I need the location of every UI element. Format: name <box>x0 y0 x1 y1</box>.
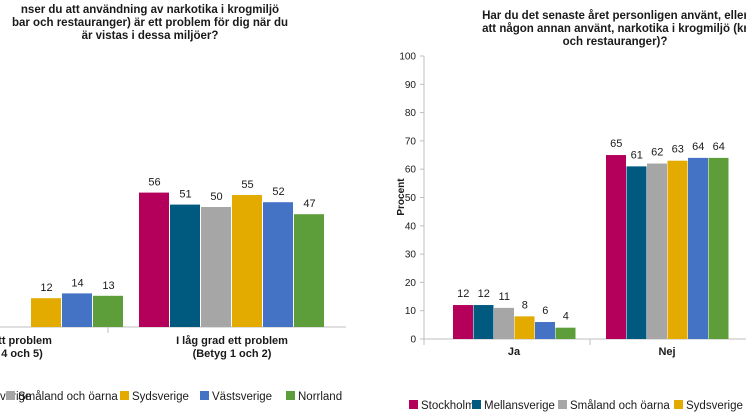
right-title-line: Har du det senaste året personligen anvä… <box>482 10 746 22</box>
bar-västsverige <box>62 293 92 327</box>
legend-swatch <box>6 391 15 400</box>
data-label: 11 <box>499 291 510 303</box>
bar-stockholm <box>606 155 626 339</box>
legend-label: Sydsverige <box>686 400 743 412</box>
data-label: 4 <box>563 311 569 323</box>
bar-norrland <box>555 327 576 339</box>
y-tick-label: 40 <box>405 221 417 232</box>
y-tick-label: 0 <box>410 335 416 346</box>
right-chart-title: Har du det senaste året personligen anvä… <box>420 10 746 49</box>
data-label: 65 <box>610 138 622 150</box>
data-label: 64 <box>692 141 704 153</box>
bar-västsverige <box>535 322 555 339</box>
bar-stockholm <box>453 305 473 339</box>
y-tick-label: 90 <box>405 80 417 91</box>
data-label: 12 <box>457 288 469 300</box>
legend-label: Mellansverige <box>484 400 555 412</box>
left-title-line: bar och restauranger) är ett problem för… <box>11 17 289 29</box>
y-tick-label: 100 <box>399 52 416 63</box>
data-label: 51 <box>179 189 191 201</box>
data-label: 12 <box>40 282 52 294</box>
bar-norrland <box>294 214 324 327</box>
bar-sydsverige <box>514 316 535 339</box>
data-label: 47 <box>303 198 315 210</box>
y-axis-title: Procent <box>396 178 407 216</box>
bar-mellansverige <box>170 204 200 327</box>
bar-småland-och-öarna <box>647 163 667 339</box>
bar-småland-och-öarna <box>494 307 514 339</box>
data-label: 64 <box>713 141 725 153</box>
category-label: (Betyg 1 och 2) <box>193 348 272 360</box>
legend-label: Stockholm <box>421 400 475 412</box>
data-label: 55 <box>241 179 253 191</box>
data-label: 12 <box>478 288 490 300</box>
bar-västsverige <box>688 157 708 339</box>
category-label: Ja <box>508 346 521 358</box>
data-label: 52 <box>272 186 284 198</box>
left-title-line: är vistas i dessa miljöer? <box>81 30 219 42</box>
data-label: 8 <box>522 299 528 311</box>
y-tick-label: 60 <box>405 165 417 176</box>
data-label: 62 <box>651 147 663 159</box>
legend-swatch <box>674 400 683 409</box>
right-title-line: att någon annan använt, narkotika i krog… <box>482 23 746 35</box>
y-tick-label: 80 <box>405 108 417 119</box>
y-tick-label: 30 <box>405 250 417 261</box>
category-label: ett problem <box>0 335 52 347</box>
left-chart-title: nser du att användning av narkotika i kr… <box>0 4 308 43</box>
bar-mellansverige <box>626 166 647 339</box>
data-label: 6 <box>542 305 548 317</box>
data-label: 61 <box>631 149 643 161</box>
bar-mellansverige <box>473 305 494 339</box>
y-tick-label: 10 <box>405 306 417 317</box>
category-label: Nej <box>658 346 675 358</box>
bar-norrland <box>93 295 123 327</box>
data-label: 56 <box>148 177 160 189</box>
legend-label: Norrland <box>298 391 342 403</box>
legend-swatch <box>558 400 567 409</box>
data-label: 13 <box>102 280 114 292</box>
category-label: I låg grad ett problem <box>176 335 288 347</box>
legend-label: Sydsverige <box>132 391 189 403</box>
bar-stockholm <box>139 192 169 327</box>
data-label: 50 <box>210 191 222 203</box>
bar-sydsverige <box>232 195 262 327</box>
y-tick-label: 50 <box>405 193 417 204</box>
y-tick-label: 70 <box>405 136 417 147</box>
y-tick-label: 20 <box>405 278 417 289</box>
left-title-line: nser du att användning av narkotika i kr… <box>20 4 280 16</box>
legend-swatch <box>200 391 209 400</box>
legend-swatch <box>120 391 129 400</box>
legend-swatch <box>472 400 481 409</box>
bar-småland-och-öarna <box>201 207 231 327</box>
right-title-line: och restauranger)? <box>562 36 668 48</box>
legend-swatch <box>286 391 295 400</box>
legend-label: Västsverige <box>212 391 272 403</box>
bar-norrland <box>708 157 729 339</box>
legend-label: Småland och öarna <box>570 400 670 412</box>
bar-sydsverige <box>31 298 61 327</box>
category-label: 4 och 5) <box>1 348 43 360</box>
bar-västsverige <box>263 202 293 327</box>
data-label: 14 <box>71 277 83 289</box>
legend-swatch <box>409 400 418 409</box>
data-label: 63 <box>672 144 684 156</box>
bar-sydsverige <box>667 160 688 339</box>
legend-label: Småland och öarna <box>18 391 118 403</box>
